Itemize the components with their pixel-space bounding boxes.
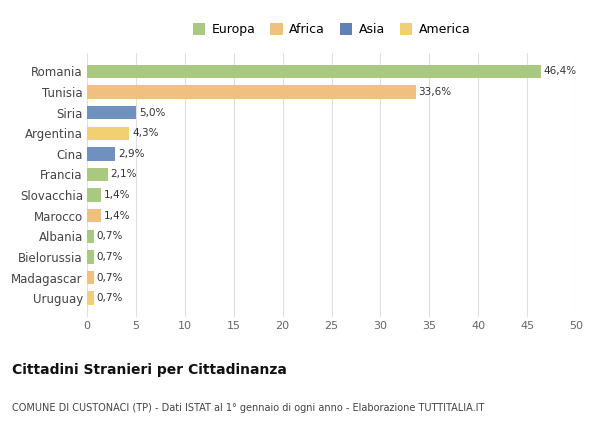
Text: 0,7%: 0,7% — [97, 293, 123, 303]
Bar — [87, 271, 94, 284]
Bar — [87, 291, 94, 305]
Legend: Europa, Africa, Asia, America: Europa, Africa, Asia, America — [188, 18, 475, 41]
Text: 0,7%: 0,7% — [97, 272, 123, 282]
Bar — [87, 127, 129, 140]
Bar — [87, 188, 101, 202]
Bar — [87, 85, 416, 99]
Text: 46,4%: 46,4% — [544, 66, 577, 77]
Bar — [87, 250, 94, 264]
Text: 2,1%: 2,1% — [110, 169, 137, 180]
Bar — [87, 65, 541, 78]
Text: 1,4%: 1,4% — [104, 211, 130, 221]
Text: COMUNE DI CUSTONACI (TP) - Dati ISTAT al 1° gennaio di ogni anno - Elaborazione : COMUNE DI CUSTONACI (TP) - Dati ISTAT al… — [12, 403, 484, 413]
Bar — [87, 209, 101, 222]
Text: 4,3%: 4,3% — [132, 128, 158, 138]
Bar — [87, 147, 115, 161]
Text: 5,0%: 5,0% — [139, 108, 165, 117]
Text: 2,9%: 2,9% — [118, 149, 145, 159]
Text: 1,4%: 1,4% — [104, 190, 130, 200]
Text: 0,7%: 0,7% — [97, 231, 123, 241]
Text: Cittadini Stranieri per Cittadinanza: Cittadini Stranieri per Cittadinanza — [12, 363, 287, 377]
Bar — [87, 168, 107, 181]
Text: 0,7%: 0,7% — [97, 252, 123, 262]
Text: 33,6%: 33,6% — [419, 87, 452, 97]
Bar — [87, 106, 136, 119]
Bar — [87, 230, 94, 243]
